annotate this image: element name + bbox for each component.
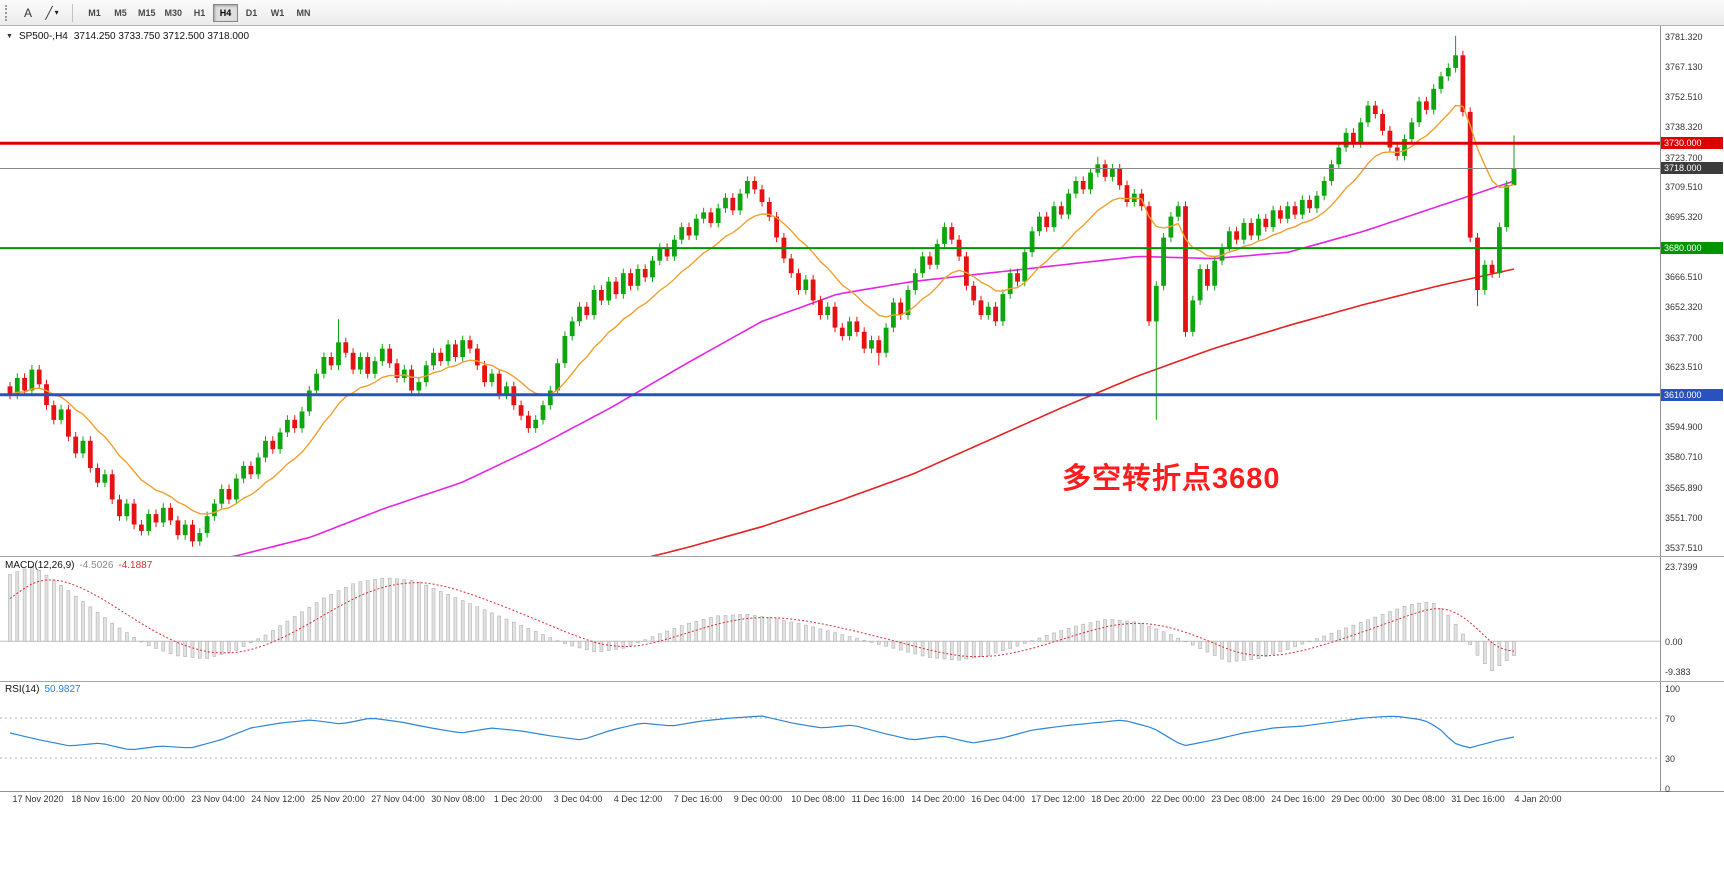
price-tick-label: 3652.320 bbox=[1665, 302, 1703, 312]
rsi-label: RSI(14) bbox=[5, 684, 40, 695]
chart-header: ▼ SP500-,H4 3714.250 3733.750 3712.500 3… bbox=[6, 31, 249, 42]
timeframe-m1-button[interactable]: M1 bbox=[88, 7, 101, 18]
panel-splitter-rsi[interactable] bbox=[0, 681, 1724, 682]
price-tick-label: 3695.320 bbox=[1665, 212, 1703, 222]
time-axis-label: 30 Dec 08:00 bbox=[1391, 794, 1445, 804]
rsi-chart[interactable] bbox=[0, 682, 1660, 791]
price-tick-label: 3781.320 bbox=[1665, 32, 1703, 42]
time-axis-label: 18 Nov 16:00 bbox=[71, 794, 125, 804]
macd-axis-label: 0.00 bbox=[1665, 637, 1683, 647]
time-axis-label: 10 Dec 08:00 bbox=[791, 794, 845, 804]
panel-splitter-macd[interactable] bbox=[0, 556, 1724, 557]
rsi-axis-label: 100 bbox=[1665, 684, 1681, 694]
macd-chart[interactable] bbox=[0, 557, 1660, 681]
chevron-down-icon: ▾ bbox=[54, 8, 59, 17]
time-axis-label: 23 Nov 04:00 bbox=[191, 794, 245, 804]
timeframe-w1-button[interactable]: W1 bbox=[270, 7, 285, 18]
timeframe-m30-button[interactable]: M30 bbox=[164, 7, 183, 18]
price-tick-label: 3537.510 bbox=[1665, 543, 1703, 553]
price-tick-label: 3565.890 bbox=[1665, 483, 1703, 493]
price-level-badge: 3730.000 bbox=[1661, 137, 1723, 149]
time-axis-label: 30 Nov 08:00 bbox=[431, 794, 485, 804]
time-axis-label: 18 Dec 20:00 bbox=[1091, 794, 1145, 804]
macd-axis-label: -9.383 bbox=[1665, 667, 1691, 677]
timeframe-d1-button[interactable]: D1 bbox=[245, 7, 258, 18]
text-tool-icon: A bbox=[23, 5, 32, 20]
rsi-header: RSI(14) 50.9827 bbox=[5, 684, 81, 695]
time-axis-label: 7 Dec 16:00 bbox=[673, 794, 723, 804]
rsi-axis-label: 0 bbox=[1665, 784, 1671, 794]
price-tick-label: 3723.700 bbox=[1665, 153, 1703, 163]
macd-value-main: -4.5026 bbox=[79, 560, 114, 571]
price-tick-label: 3752.510 bbox=[1665, 92, 1703, 102]
price-tick-label: 3767.130 bbox=[1665, 62, 1703, 72]
price-tick-label: 3738.320 bbox=[1665, 122, 1703, 132]
timeframe-toolbar: M1 M5 M15 M30 H1 H4 D1 W1 MN bbox=[82, 3, 316, 22]
top-toolbar: A ╱ ▾ M1 M5 M15 M30 H1 H4 D1 W1 MN bbox=[0, 0, 1724, 26]
time-axis-label: 24 Dec 16:00 bbox=[1271, 794, 1325, 804]
price-level-badge: 3610.000 bbox=[1661, 389, 1723, 401]
time-axis-label: 29 Dec 00:00 bbox=[1331, 794, 1385, 804]
time-axis-label: 23 Dec 08:00 bbox=[1211, 794, 1265, 804]
time-axis-label: 31 Dec 16:00 bbox=[1451, 794, 1505, 804]
timeframe-m15-button[interactable]: M15 bbox=[138, 7, 156, 18]
annotation-text[interactable]: 多空转折点3680 bbox=[1062, 463, 1281, 495]
time-axis-label: 22 Dec 00:00 bbox=[1151, 794, 1205, 804]
timeframe-m5-button[interactable]: M5 bbox=[114, 7, 127, 18]
timeframe-mn-button[interactable]: MN bbox=[296, 7, 311, 18]
symbol-label: SP500-,H4 bbox=[18, 31, 68, 42]
time-axis-label: 11 Dec 16:00 bbox=[851, 794, 905, 804]
time-axis-label: 4 Jan 20:00 bbox=[1514, 794, 1562, 804]
macd-value-signal: -4.1887 bbox=[118, 560, 153, 571]
time-axis-label: 3 Dec 04:00 bbox=[553, 794, 603, 804]
macd-axis-label: 23.7399 bbox=[1665, 562, 1698, 572]
time-axis-label: 4 Dec 12:00 bbox=[613, 794, 663, 804]
rsi-axis-label: 70 bbox=[1665, 714, 1676, 724]
timeframe-h1-button[interactable]: H1 bbox=[193, 7, 206, 18]
rsi-axis-label: 30 bbox=[1665, 754, 1676, 764]
macd-label: MACD(12,26,9) bbox=[5, 560, 75, 571]
time-axis-border bbox=[0, 791, 1724, 792]
timeframe-h4-button[interactable]: H4 bbox=[213, 3, 239, 22]
price-axis-border bbox=[1660, 26, 1661, 791]
macd-header: MACD(12,26,9) -4.5026 -4.1887 bbox=[5, 560, 152, 571]
price-level-badge: 3718.000 bbox=[1661, 162, 1723, 174]
text-tool-button[interactable]: A bbox=[17, 3, 39, 23]
time-axis-label: 17 Nov 2020 bbox=[12, 794, 64, 804]
price-tick-label: 3594.900 bbox=[1665, 422, 1703, 432]
time-axis-label: 9 Dec 00:00 bbox=[733, 794, 783, 804]
time-axis-label: 25 Nov 20:00 bbox=[311, 794, 365, 804]
ohlc-values: 3714.250 3733.750 3712.500 3718.000 bbox=[73, 31, 250, 42]
toolbar-grip[interactable] bbox=[5, 4, 10, 21]
time-axis-label: 14 Dec 20:00 bbox=[911, 794, 965, 804]
collapse-icon[interactable]: ▼ bbox=[6, 33, 13, 40]
time-axis-label: 16 Dec 04:00 bbox=[971, 794, 1025, 804]
line-studies-button[interactable]: ╱ ▾ bbox=[41, 3, 63, 23]
price-tick-label: 3666.510 bbox=[1665, 272, 1703, 282]
time-axis-label: 20 Nov 00:00 bbox=[131, 794, 185, 804]
rsi-value: 50.9827 bbox=[44, 684, 81, 695]
time-axis-label: 24 Nov 12:00 bbox=[251, 794, 305, 804]
price-tick-label: 3551.700 bbox=[1665, 513, 1703, 523]
time-axis-label: 27 Nov 04:00 bbox=[371, 794, 425, 804]
main-price-chart[interactable] bbox=[0, 26, 1660, 556]
toolbar-separator bbox=[72, 3, 73, 22]
price-tick-label: 3623.510 bbox=[1665, 362, 1703, 372]
time-axis-label: 17 Dec 12:00 bbox=[1031, 794, 1085, 804]
price-tick-label: 3580.710 bbox=[1665, 452, 1703, 462]
price-tick-label: 3637.700 bbox=[1665, 333, 1703, 343]
trendline-icon: ╱ bbox=[45, 5, 53, 20]
price-tick-label: 3709.510 bbox=[1665, 182, 1703, 192]
price-level-badge: 3680.000 bbox=[1661, 242, 1723, 254]
time-axis-label: 1 Dec 20:00 bbox=[493, 794, 543, 804]
